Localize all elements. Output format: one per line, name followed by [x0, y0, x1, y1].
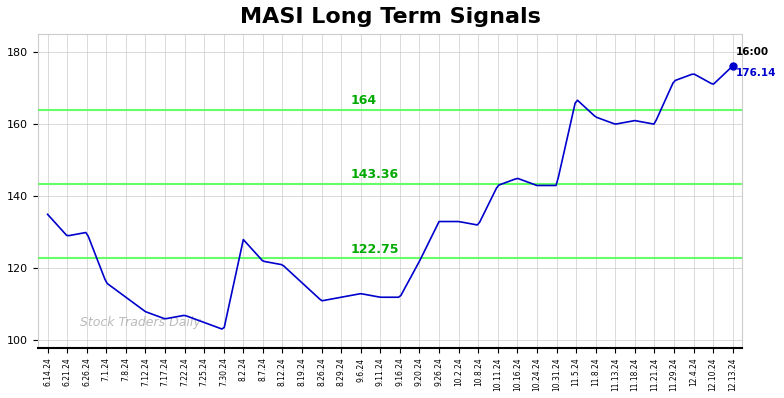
Title: MASI Long Term Signals: MASI Long Term Signals	[240, 7, 540, 27]
Text: 143.36: 143.36	[350, 168, 399, 181]
Text: 122.75: 122.75	[350, 243, 399, 256]
Text: 176.14: 176.14	[735, 68, 776, 78]
Text: 16:00: 16:00	[735, 47, 769, 57]
Text: Stock Traders Daily: Stock Traders Daily	[80, 316, 201, 329]
Text: 164: 164	[350, 94, 377, 107]
